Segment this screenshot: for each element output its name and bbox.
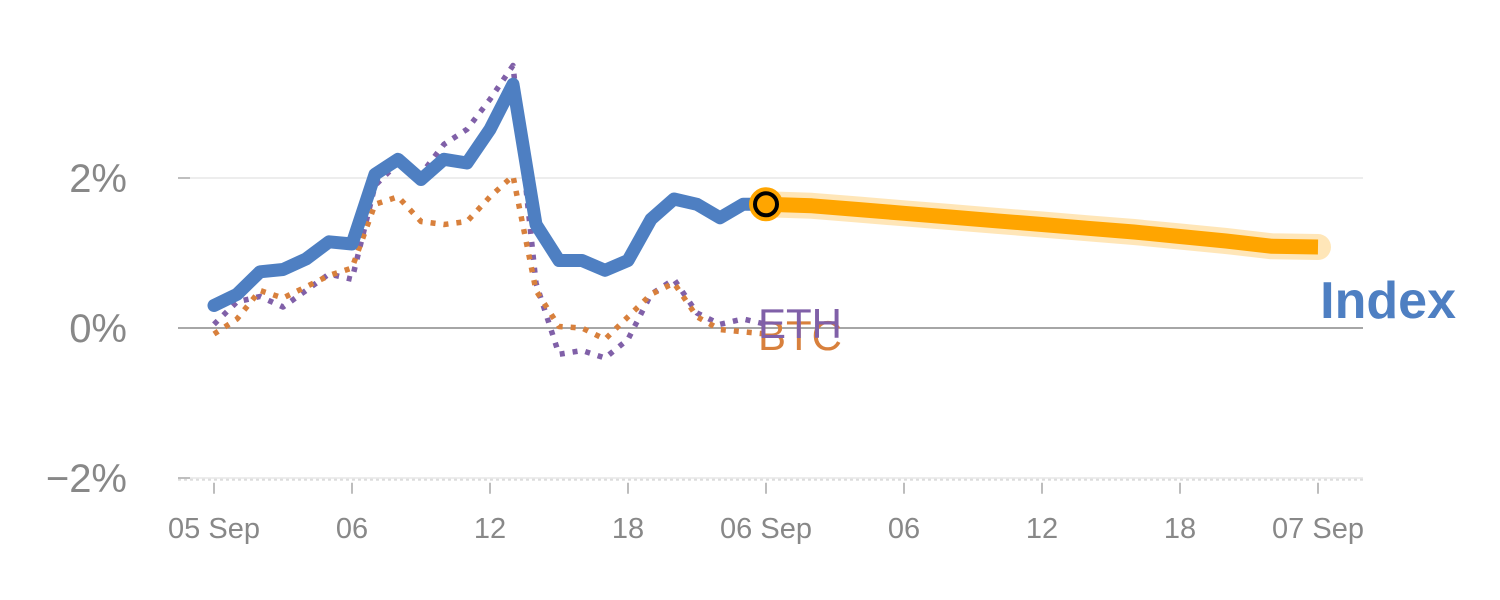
y-tick-label: −2% [46,457,127,501]
x-tick-label: 18 [612,513,644,545]
series-label-index: Index [1320,272,1456,330]
current-marker-group [749,187,783,222]
x-tick-label: 18 [1164,513,1196,545]
x-tick-label: 12 [1026,513,1058,545]
series-line-eth [212,62,767,361]
x-tick-label: 06 Sep [720,513,812,545]
series-label-btc: BTC [758,312,842,359]
x-tick-label: 05 Sep [168,513,260,545]
y-tick-label: 2% [69,157,127,201]
x-tick-label: 06 [336,513,368,545]
series-line-index [207,77,773,312]
series-lines [207,62,1331,361]
x-tick-label: 07 Sep [1272,513,1364,545]
y-tick-label: 0% [69,307,127,351]
x-tick-label: 12 [474,513,506,545]
series-label-eth: ETH [758,300,842,347]
current-marker-point [753,191,779,218]
series-line-index-forecast [765,196,1319,255]
x-tick-label: 06 [888,513,920,545]
axes [178,177,1363,494]
labels: −2% 0% 2% 05 Sep 06 12 18 06 Sep 06 12 18 07 Sep BTC… [46,157,1456,545]
